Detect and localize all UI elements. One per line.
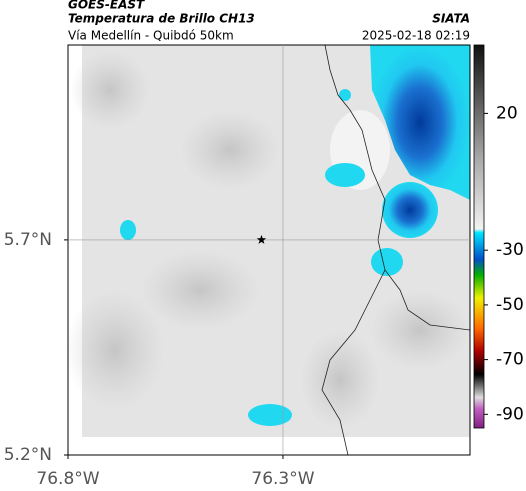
y-tick-label: 5.7°N: [4, 230, 52, 250]
colorbar-tick-label: -30: [496, 240, 524, 260]
region: Vía Medellín - Quibdó 50km: [68, 29, 234, 43]
y-tick-label: 5.2°N: [4, 445, 52, 465]
datetime: 2025-02-18 02:19: [362, 29, 470, 43]
location-marker: [256, 234, 267, 244]
subtitle: Temperatura de Brillo CH13: [68, 12, 255, 26]
colorbar-tick-label: 20: [496, 103, 518, 123]
title: GOES-EAST: [68, 0, 145, 12]
colorbar-tick-label: -90: [496, 404, 524, 424]
map-frame: [67, 44, 471, 456]
colorbar-tick-label: -50: [496, 295, 524, 315]
colorbar-tick-label: -70: [496, 350, 524, 370]
x-tick-label: 76.3°W: [251, 469, 314, 489]
x-tick-label: 76.8°W: [36, 469, 99, 489]
source: SIATA: [432, 12, 470, 26]
satellite-image: [65, 44, 471, 456]
colorbar: [473, 44, 485, 429]
